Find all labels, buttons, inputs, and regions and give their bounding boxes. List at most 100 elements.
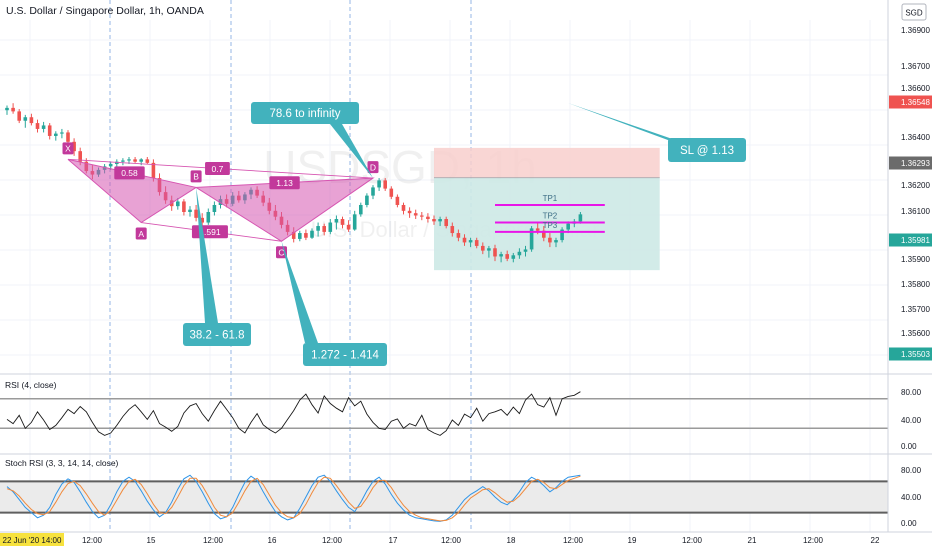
point-label-bg — [62, 142, 74, 155]
ratio-badge-bg — [114, 166, 145, 180]
grid — [0, 20, 888, 532]
take-profit-label: TP2 — [543, 212, 558, 221]
callout[interactable]: 38.2 - 61.8 — [183, 187, 251, 346]
point-label-bg — [367, 161, 379, 174]
price-axis[interactable]: 1.369001.367001.366001.364001.363001.362… — [0, 0, 932, 533]
candle — [352, 210, 357, 231]
time-tick-label: 12:00 — [203, 536, 224, 545]
candle-body — [462, 237, 467, 243]
pattern-point-d[interactable]: D — [367, 161, 379, 174]
candle — [206, 208, 211, 225]
candle-body — [352, 214, 357, 230]
callout-tail — [281, 241, 318, 343]
currency-button[interactable]: SGD — [901, 3, 927, 21]
pattern-ratio-badge: 1.13 — [269, 176, 300, 190]
price-tag[interactable]: 1.36293 — [889, 156, 932, 170]
candle-body — [151, 162, 156, 179]
position-tool[interactable] — [434, 147, 660, 271]
candle — [365, 193, 369, 208]
candle-body — [176, 201, 180, 207]
rsi-tick-label: 40.00 — [901, 416, 922, 425]
candle — [499, 251, 503, 263]
candle — [432, 215, 436, 225]
candle-body — [517, 251, 522, 256]
take-profit-line[interactable]: TP3 — [495, 221, 605, 233]
rsi-title: RSI (4, close) — [5, 380, 57, 390]
point-label-text: X — [65, 144, 71, 154]
candle — [474, 237, 479, 249]
rsi-tick-label: 80.00 — [901, 388, 922, 397]
candle — [121, 158, 125, 166]
candle-body — [206, 212, 211, 223]
price-tick-label: 1.35800 — [901, 280, 930, 289]
candle-body — [11, 107, 15, 112]
point-label-bg — [135, 227, 147, 240]
price-tick-label: 1.36700 — [901, 62, 930, 71]
candle-body — [200, 217, 204, 223]
candle — [560, 227, 564, 243]
callout-tail — [568, 103, 684, 143]
candle-body — [127, 159, 131, 161]
pattern-point-b[interactable]: B — [190, 170, 202, 183]
pattern-point-a[interactable]: A — [135, 227, 147, 240]
candle — [389, 186, 394, 200]
take-profit-line[interactable]: TP1 — [495, 194, 605, 206]
candle-body — [426, 216, 430, 220]
candle-body — [542, 230, 546, 238]
callout-text: 1.272 - 1.414 — [311, 350, 379, 362]
candle — [23, 114, 28, 128]
take-profit-line[interactable]: TP2 — [495, 212, 605, 224]
candle — [529, 226, 534, 252]
candle-body — [450, 226, 455, 234]
time-highlight[interactable]: 22 Jun '20 14:00 — [0, 533, 64, 546]
candle-body — [328, 222, 333, 232]
candle — [29, 113, 34, 126]
time-tick-label: 12:00 — [82, 536, 103, 545]
take-profit-zone[interactable] — [434, 177, 660, 271]
candle-body — [108, 164, 113, 167]
price-tag[interactable]: 1.36548 — [889, 95, 932, 109]
time-tick-label: 21 — [748, 536, 757, 545]
callouts[interactable]: 78.6 to infinity 38.2 - 61.8 1.272 - 1.414… — [183, 102, 746, 366]
price-tag[interactable]: 1.35981 — [889, 233, 932, 247]
pattern-point-x[interactable]: X — [62, 142, 74, 155]
price-tag-text: 1.36293 — [901, 159, 930, 168]
candle — [523, 245, 528, 257]
candle-body — [456, 233, 461, 238]
price-tag[interactable]: 1.35503 — [889, 347, 932, 361]
candle-body — [383, 180, 387, 189]
time-tick-label: 19 — [628, 536, 637, 545]
callout[interactable]: 1.272 - 1.414 — [281, 241, 388, 366]
candle-body — [505, 254, 509, 259]
candle-body — [322, 226, 326, 232]
candle — [493, 244, 497, 262]
candle — [310, 228, 314, 239]
time-axis[interactable]: 12:00 15 12:00 16 12:00 17 12:00 18 12:00 19 12:00… — [0, 533, 880, 546]
price-tick-label: 1.35900 — [901, 255, 930, 264]
callout[interactable]: 78.6 to infinity — [251, 102, 373, 179]
candle — [371, 185, 375, 200]
candle-body — [511, 255, 516, 259]
candle — [212, 201, 217, 216]
candle-body — [60, 132, 64, 134]
callout-tail — [330, 124, 373, 179]
candle-body — [481, 245, 485, 251]
candle — [304, 229, 308, 241]
time-tick-label: 17 — [389, 536, 398, 545]
candle-body — [291, 231, 296, 239]
price-tag-bg — [889, 233, 932, 247]
candle — [5, 105, 9, 115]
stoch-tick-label: 40.00 — [901, 493, 922, 502]
time-tick-label: 12:00 — [682, 536, 703, 545]
callout[interactable]: SL @ 1.13 — [568, 103, 746, 162]
candle-body — [444, 219, 448, 227]
candle — [450, 222, 455, 237]
candle-body — [304, 233, 308, 238]
candle — [35, 119, 40, 133]
candle — [505, 250, 509, 262]
candle-body — [346, 224, 351, 230]
stoch-tick-label: 0.00 — [901, 519, 917, 528]
stop-loss-zone[interactable] — [434, 147, 660, 178]
